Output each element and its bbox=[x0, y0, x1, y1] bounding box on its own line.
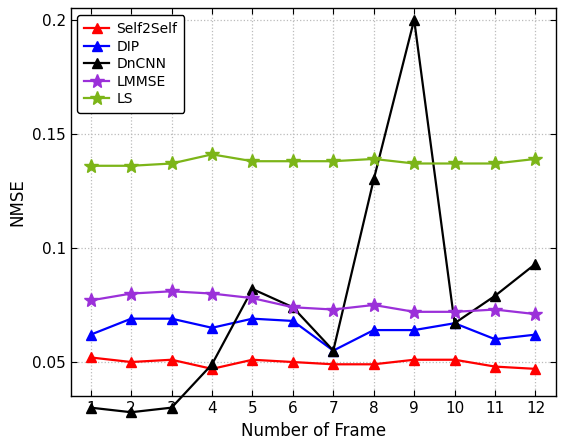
Line: DIP: DIP bbox=[86, 314, 540, 355]
LS bbox=[330, 159, 337, 164]
DIP bbox=[411, 327, 417, 333]
LMMSE bbox=[87, 298, 94, 303]
LMMSE bbox=[249, 295, 256, 301]
Self2Self bbox=[87, 355, 94, 360]
DnCNN bbox=[371, 177, 377, 182]
Line: LMMSE: LMMSE bbox=[84, 284, 543, 321]
DnCNN bbox=[168, 405, 175, 410]
DIP bbox=[128, 316, 135, 321]
DIP bbox=[492, 336, 499, 342]
DIP bbox=[532, 332, 539, 337]
LS bbox=[289, 159, 296, 164]
DIP bbox=[371, 327, 377, 333]
LMMSE bbox=[289, 305, 296, 310]
Line: LS: LS bbox=[84, 147, 543, 173]
DIP bbox=[289, 318, 296, 323]
LS bbox=[128, 163, 135, 168]
LS bbox=[451, 161, 458, 166]
LMMSE bbox=[492, 307, 499, 312]
LS bbox=[87, 163, 94, 168]
LS bbox=[371, 156, 377, 162]
Self2Self bbox=[209, 366, 215, 371]
DnCNN bbox=[532, 261, 539, 267]
DnCNN bbox=[128, 409, 135, 415]
Y-axis label: NMSE: NMSE bbox=[8, 178, 27, 226]
LS bbox=[532, 156, 539, 162]
Line: Self2Self: Self2Self bbox=[86, 353, 540, 374]
DnCNN bbox=[411, 17, 417, 22]
DnCNN bbox=[451, 320, 458, 326]
DnCNN bbox=[87, 405, 94, 410]
DIP bbox=[209, 325, 215, 331]
DnCNN bbox=[209, 362, 215, 367]
Self2Self bbox=[451, 357, 458, 362]
LMMSE bbox=[532, 311, 539, 317]
DIP bbox=[87, 332, 94, 337]
DIP bbox=[249, 316, 256, 321]
DIP bbox=[330, 348, 337, 353]
DnCNN bbox=[330, 348, 337, 353]
DnCNN bbox=[289, 305, 296, 310]
Line: DnCNN: DnCNN bbox=[86, 15, 540, 417]
Self2Self bbox=[289, 359, 296, 365]
DIP bbox=[168, 316, 175, 321]
X-axis label: Number of Frame: Number of Frame bbox=[240, 422, 386, 439]
Self2Self bbox=[532, 366, 539, 371]
LMMSE bbox=[451, 309, 458, 314]
DnCNN bbox=[249, 286, 256, 292]
LS bbox=[249, 159, 256, 164]
Self2Self bbox=[168, 357, 175, 362]
LMMSE bbox=[168, 289, 175, 294]
LMMSE bbox=[411, 309, 417, 314]
LS bbox=[492, 161, 499, 166]
Self2Self bbox=[371, 362, 377, 367]
LS bbox=[411, 161, 417, 166]
LMMSE bbox=[209, 291, 215, 296]
Self2Self bbox=[249, 357, 256, 362]
Self2Self bbox=[330, 362, 337, 367]
DIP bbox=[451, 320, 458, 326]
LMMSE bbox=[371, 302, 377, 308]
LMMSE bbox=[128, 291, 135, 296]
DnCNN bbox=[492, 293, 499, 298]
Legend: Self2Self, DIP, DnCNN, LMMSE, LS: Self2Self, DIP, DnCNN, LMMSE, LS bbox=[77, 15, 184, 113]
LMMSE bbox=[330, 307, 337, 312]
Self2Self bbox=[492, 364, 499, 369]
Self2Self bbox=[411, 357, 417, 362]
LS bbox=[168, 161, 175, 166]
LS bbox=[209, 152, 215, 157]
Self2Self bbox=[128, 359, 135, 365]
